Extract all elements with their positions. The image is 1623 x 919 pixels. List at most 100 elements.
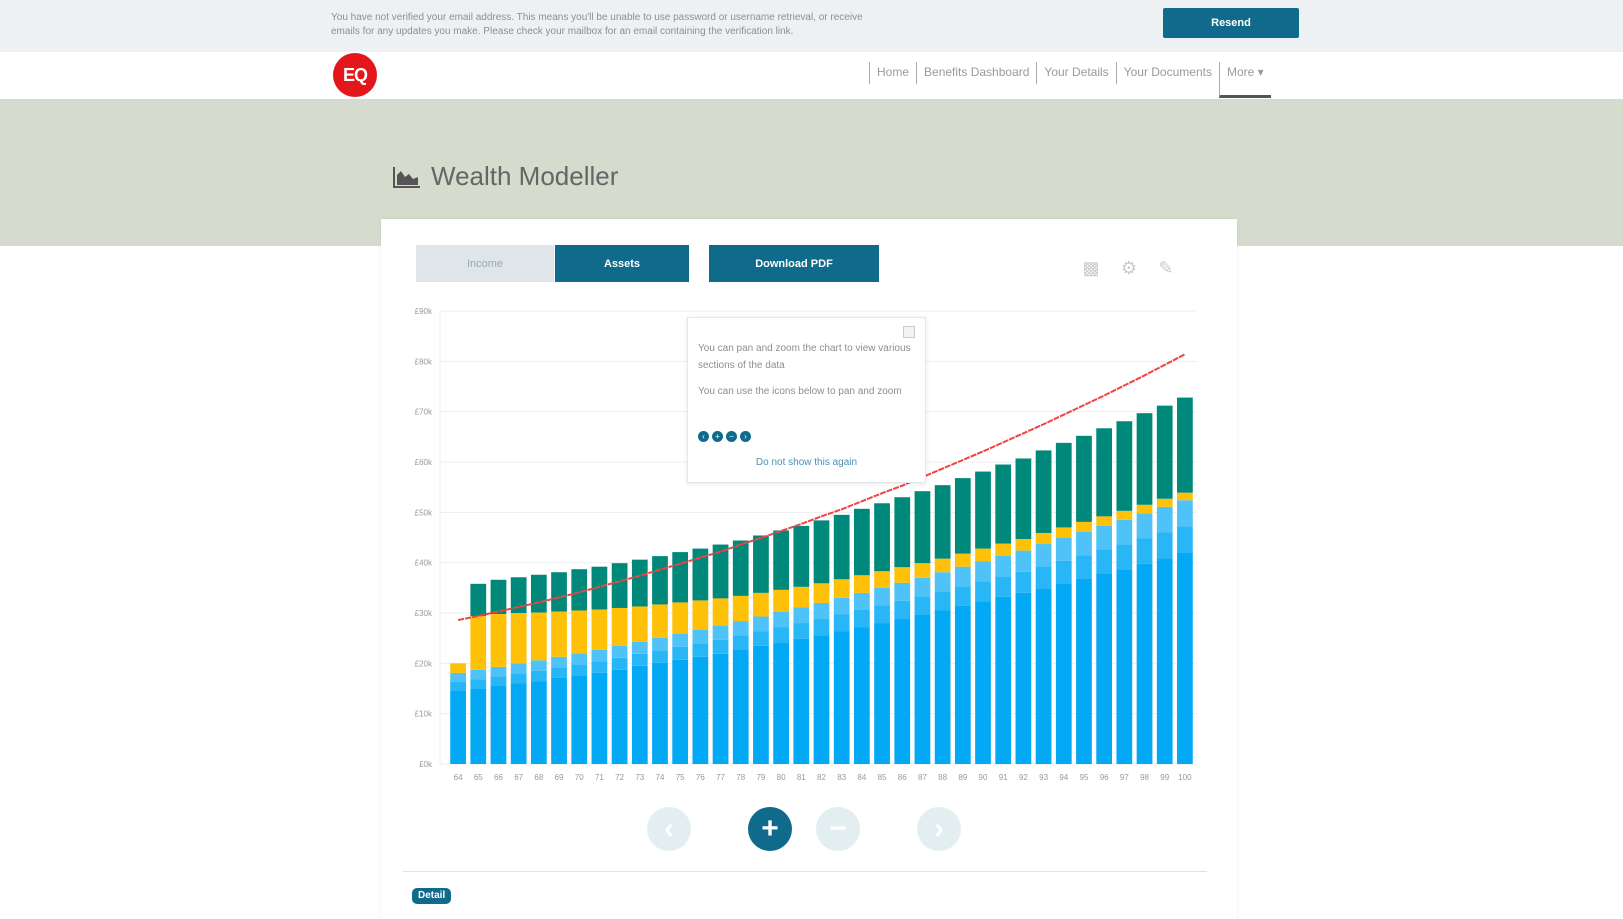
bar-segment-4 bbox=[753, 535, 769, 593]
bar-segment-3 bbox=[530, 612, 547, 661]
x-tick-label: 76 bbox=[696, 773, 705, 782]
close-icon[interactable] bbox=[903, 326, 915, 338]
bar-segment-1 bbox=[1116, 544, 1133, 570]
resend-button[interactable]: Resend bbox=[1163, 8, 1299, 38]
x-tick-label: 86 bbox=[898, 773, 907, 782]
bar-segment-2 bbox=[1096, 525, 1113, 550]
x-tick-label: 92 bbox=[1019, 773, 1028, 782]
bar-segment-3 bbox=[894, 567, 911, 583]
bar-segment-2 bbox=[450, 672, 466, 682]
bar-segment-2 bbox=[995, 555, 1012, 577]
bar-segment-3 bbox=[450, 663, 466, 673]
bar-segment-1 bbox=[1035, 566, 1052, 589]
bar-segment-1 bbox=[793, 623, 810, 639]
edit-pencil-icon[interactable]: ✎ bbox=[1158, 258, 1174, 278]
nav-your-documents[interactable]: Your Documents bbox=[1115, 62, 1219, 84]
bar-segment-2 bbox=[672, 633, 689, 647]
bar-segment-4 bbox=[773, 530, 789, 590]
detail-badge[interactable]: Detail bbox=[412, 888, 452, 904]
bar-segment-0 bbox=[652, 662, 668, 764]
settings-gear-icon[interactable]: ⚙ bbox=[1120, 258, 1138, 278]
bar-segment-2 bbox=[975, 561, 991, 582]
bar-segment-4 bbox=[591, 566, 608, 610]
bar-segment-0 bbox=[1116, 569, 1133, 764]
bar-segment-1 bbox=[470, 679, 487, 690]
bar-segment-2 bbox=[470, 669, 487, 680]
top-nav: EQ Home Benefits Dashboard Your Details … bbox=[0, 52, 1623, 101]
bar-segment-2 bbox=[813, 602, 830, 620]
bar-segment-3 bbox=[975, 548, 991, 562]
tab-assets[interactable]: Assets bbox=[555, 245, 689, 282]
bar-segment-1 bbox=[1156, 532, 1173, 559]
y-tick-label: £60k bbox=[415, 458, 433, 467]
do-not-show-again-link[interactable]: Do not show this again bbox=[755, 457, 858, 468]
tab-income[interactable]: Income bbox=[416, 245, 554, 282]
bar-segment-4 bbox=[1136, 413, 1153, 505]
bar-segment-4 bbox=[652, 556, 668, 605]
bar-segment-3 bbox=[1116, 510, 1133, 520]
nav-your-details[interactable]: Your Details bbox=[1036, 62, 1115, 84]
bar-segment-2 bbox=[894, 582, 911, 601]
pan-right-button[interactable]: › bbox=[917, 807, 961, 851]
bar-segment-4 bbox=[712, 544, 729, 599]
bar-segment-1 bbox=[732, 635, 749, 650]
x-tick-label: 97 bbox=[1120, 773, 1129, 782]
x-tick-label: 65 bbox=[474, 773, 483, 782]
bar-segment-2 bbox=[793, 607, 810, 624]
bar-segment-4 bbox=[510, 577, 527, 613]
bar-segment-4 bbox=[894, 497, 911, 568]
bar-segment-4 bbox=[1156, 405, 1173, 499]
nav-home[interactable]: Home bbox=[869, 62, 916, 84]
x-tick-label: 98 bbox=[1140, 773, 1149, 782]
bar-segment-4 bbox=[732, 540, 749, 596]
y-tick-label: £70k bbox=[415, 408, 433, 417]
pan-left-button[interactable]: ‹ bbox=[647, 807, 691, 851]
bar-segment-0 bbox=[490, 685, 507, 764]
bar-segment-0 bbox=[995, 596, 1012, 764]
bar-segment-2 bbox=[1156, 506, 1173, 533]
bar-segment-3 bbox=[712, 598, 729, 626]
bar-segment-0 bbox=[732, 649, 749, 764]
bar-segment-0 bbox=[450, 691, 466, 764]
bar-segment-4 bbox=[1015, 458, 1032, 540]
bar-segment-1 bbox=[995, 576, 1012, 597]
bar-segment-3 bbox=[914, 563, 931, 578]
x-tick-label: 85 bbox=[878, 773, 887, 782]
nav-more-dropdown[interactable]: More ▾ bbox=[1218, 62, 1271, 98]
y-tick-label: £30k bbox=[415, 609, 433, 618]
bar-segment-1 bbox=[591, 661, 608, 673]
bar-segment-1 bbox=[954, 586, 971, 606]
bar-segment-1 bbox=[510, 673, 527, 684]
zoom-in-button[interactable]: + bbox=[748, 807, 792, 851]
chart-type-icon[interactable]: ▩ bbox=[1082, 258, 1100, 278]
bar-segment-0 bbox=[692, 656, 709, 764]
bar-segment-0 bbox=[510, 683, 527, 764]
bar-segment-3 bbox=[1035, 532, 1052, 545]
bar-segment-3 bbox=[1076, 521, 1092, 532]
x-tick-label: 94 bbox=[1059, 773, 1068, 782]
bar-segment-1 bbox=[631, 653, 648, 666]
bar-segment-2 bbox=[1055, 538, 1072, 561]
zoom-in-icon: + bbox=[712, 431, 723, 442]
bar-segment-0 bbox=[793, 638, 810, 764]
wealth-chart[interactable]: £0k £10k £20k £30k £40k £50k £60k £70k £80k £90k 6… bbox=[390, 295, 1210, 795]
x-tick-label: 96 bbox=[1100, 773, 1109, 782]
bar-segment-0 bbox=[712, 653, 729, 764]
bar-segment-0 bbox=[914, 615, 931, 764]
zoom-out-button[interactable]: − bbox=[816, 807, 860, 851]
bar-segment-0 bbox=[672, 659, 689, 764]
bar-segment-4 bbox=[934, 485, 951, 559]
bar-segment-1 bbox=[611, 657, 628, 670]
x-tick-label: 74 bbox=[656, 773, 665, 782]
x-tick-label: 93 bbox=[1039, 773, 1048, 782]
x-tick-label: 68 bbox=[534, 773, 543, 782]
eq-logo[interactable]: EQ bbox=[333, 53, 377, 97]
nav-benefits-dashboard[interactable]: Benefits Dashboard bbox=[916, 62, 1036, 84]
x-tick-label: 70 bbox=[575, 773, 584, 782]
page-title-text: Wealth Modeller bbox=[431, 161, 619, 191]
bar-segment-4 bbox=[874, 503, 890, 572]
bar-segment-4 bbox=[914, 491, 931, 564]
x-tick-label: 81 bbox=[797, 773, 806, 782]
download-pdf-button[interactable]: Download PDF bbox=[709, 245, 879, 282]
divider bbox=[403, 871, 1207, 872]
